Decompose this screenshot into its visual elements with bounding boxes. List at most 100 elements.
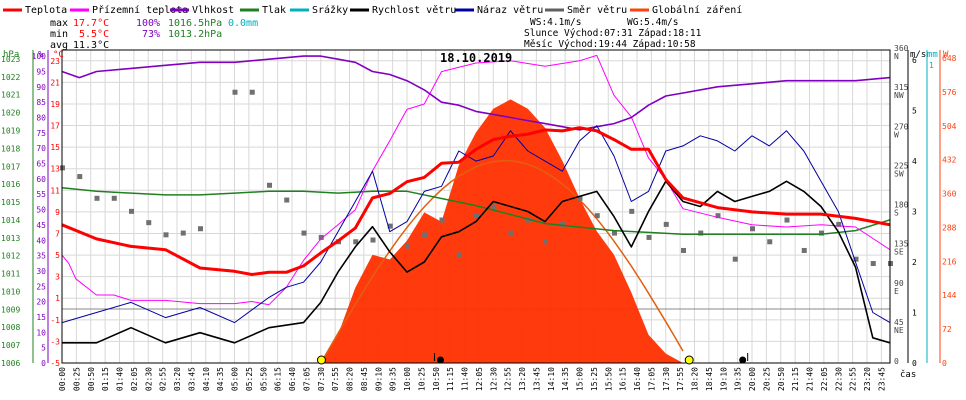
wind-direction-point [439,217,445,223]
pressure-tick: 1008 [1,323,20,332]
x-tick-label: 07:30 [317,367,326,391]
wind-direction-point [560,221,566,227]
legend-label: Globální záření [652,4,742,16]
x-tick-label: 07:05 [302,367,311,391]
wind-direction-point [750,226,755,232]
x-tick-label: 02:55 [159,367,168,391]
wind-direction-point [491,204,497,210]
series-přízemní-teplota [61,54,891,306]
temperature-tick: -3 [50,337,60,346]
stats-min-label: min [50,29,68,40]
radiation-tick: 216 [942,257,957,266]
x-tick-label: 04:35 [216,367,225,391]
humidity-tick: 65 [36,160,46,169]
x-tick-label: 15:00 [576,367,585,391]
wind-tick: 3 [912,208,917,217]
x-tick-label: 12:05 [475,367,484,391]
wind-direction-point [163,232,169,238]
wind-direction-point [612,230,617,236]
legend-label: Náraz větru [477,4,543,16]
x-tick-label: 18:45 [705,367,714,391]
pressure-tick: 1023 [1,55,20,64]
legend-label: Směr větru [567,4,627,16]
humidity-tick: 80 [36,114,46,123]
wind-direction-point [698,230,704,236]
temperature-tick: 15 [50,143,60,152]
x-tick-label: 11:15 [446,367,455,391]
humidity-tick: 60 [36,175,46,184]
pressure-tick: 1017 [1,162,20,171]
temperature-tick: -5 [50,359,60,368]
temperature-tick: -1 [50,316,60,325]
info-moon: Měsíc Východ:19:44 Západ:10:58 [524,39,696,50]
humidity-tick: 70 [36,144,46,153]
radiation-tick: 288 [942,223,957,232]
x-tick-label: 08:20 [346,367,355,391]
wind-direction-point [422,232,428,238]
wind-tick: 0 [912,359,917,368]
x-tick-label: 14:10 [547,367,556,391]
wind-direction-point [663,221,669,227]
wind-direction-point [318,234,324,240]
wind-direction-point [594,213,600,219]
series-vlhkost [61,55,891,131]
x-tick-label: 00:50 [87,367,96,391]
left-unit-label: % [38,50,44,60]
humidity-tick: 90 [36,83,46,92]
direction-tick: NE [894,326,904,335]
x-tick-label: 22:30 [834,367,843,391]
wind-direction-point [353,239,359,245]
radiation-tick: 72 [942,325,952,334]
stats-max-label: max [50,18,68,29]
direction-tick: 225 [894,161,909,170]
wind-direction-point [715,213,721,219]
legend: Teplota Přízemní teplota Vlhkost Tlak Sr… [3,4,742,16]
legend-item-tlak: Tlak [240,5,286,16]
humidity-tick: 85 [36,98,46,107]
humidity-tick: 45 [36,221,46,230]
x-tick-label: 21:40 [806,367,815,391]
humidity-tick: 5 [41,344,46,353]
direction-tick: W [894,130,899,139]
wind-direction-point [577,195,583,201]
x-tick-label: 16:15 [619,367,628,391]
stats-min-pressure: 1013.2hPa [168,29,222,40]
wind-direction-point [267,182,272,188]
stats-avg-temp: 11.3°C [73,40,109,51]
wind-direction-point [232,89,238,95]
wind-tick: 6 [912,56,917,65]
sunrise-marker [316,355,326,365]
pressure-tick: 1022 [1,73,20,82]
stats-min-temp: 5.5°C [79,29,109,40]
x-tick-label: 05:50 [259,367,268,391]
direction-tick: 315 [894,83,909,92]
legend-item-prizemni-teplota: Přízemní teplota [70,4,188,16]
wind-direction-point [77,174,83,180]
wind-direction-point [370,237,376,243]
x-tick-label: 02:30 [144,367,153,391]
pressure-tick: 1010 [1,287,20,296]
global-radiation-area [320,99,683,364]
temperature-tick: 13 [50,165,60,174]
wind-tick: 4 [912,157,917,166]
wind-direction-point [284,197,290,203]
right-unit-label: W [943,50,949,60]
wind-direction-point [111,195,117,201]
axes-layer: 00:00 00:25 00:50 01:15 01:40 02:05 02:30 02:55… [1,44,957,391]
humidity-tick: 50 [36,206,46,215]
info-block: WS:4.1m/s WG:5.4m/s Slunce Východ:07:31 … [524,17,702,50]
pressure-tick: 1016 [1,180,20,189]
x-tick-label: 22:05 [820,367,829,391]
plot-frame [61,49,891,364]
stats-max-pressure: 1016.5hPa [168,18,222,29]
wind-direction-point [819,230,824,236]
direction-tick: NW [894,91,904,100]
x-tick-label: 13:20 [518,367,527,391]
x-tick-label: 00:25 [72,367,81,391]
legend-item-rychlost-vetru: Rychlost větru [350,4,456,16]
wind-direction-point [870,261,876,267]
right-unit-label: mm [927,50,938,60]
legend-item-naraz-vetru: Náraz větru [455,4,543,16]
wind-direction-point [767,239,773,245]
series-rychlost-větru [62,180,891,344]
